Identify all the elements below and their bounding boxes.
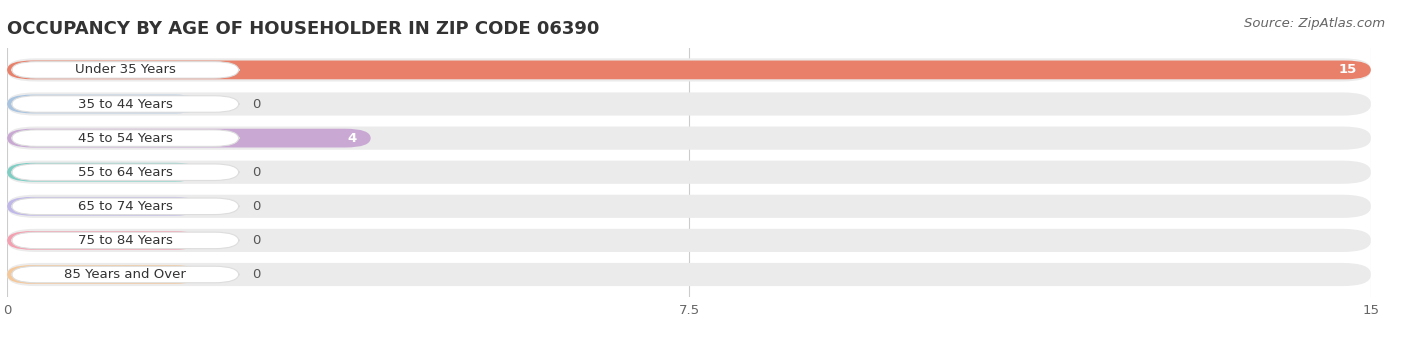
Text: 0: 0	[253, 166, 262, 179]
FancyBboxPatch shape	[7, 229, 1371, 252]
FancyBboxPatch shape	[7, 161, 1371, 184]
Text: Source: ZipAtlas.com: Source: ZipAtlas.com	[1244, 17, 1385, 30]
Text: 0: 0	[253, 234, 262, 247]
FancyBboxPatch shape	[7, 61, 1371, 79]
FancyBboxPatch shape	[11, 198, 239, 214]
Text: 45 to 54 Years: 45 to 54 Years	[77, 132, 173, 145]
Text: 0: 0	[253, 98, 262, 110]
FancyBboxPatch shape	[7, 163, 200, 181]
Text: 0: 0	[253, 200, 262, 213]
FancyBboxPatch shape	[7, 195, 1371, 218]
FancyBboxPatch shape	[11, 232, 239, 249]
FancyBboxPatch shape	[11, 96, 239, 112]
Text: Under 35 Years: Under 35 Years	[75, 63, 176, 76]
FancyBboxPatch shape	[7, 127, 1371, 150]
Text: 85 Years and Over: 85 Years and Over	[65, 268, 186, 281]
FancyBboxPatch shape	[11, 164, 239, 180]
Text: 55 to 64 Years: 55 to 64 Years	[77, 166, 173, 179]
FancyBboxPatch shape	[7, 58, 1371, 81]
FancyBboxPatch shape	[7, 263, 1371, 286]
FancyBboxPatch shape	[7, 265, 200, 284]
Text: 75 to 84 Years: 75 to 84 Years	[77, 234, 173, 247]
FancyBboxPatch shape	[11, 62, 239, 78]
FancyBboxPatch shape	[7, 231, 200, 250]
FancyBboxPatch shape	[7, 129, 371, 147]
Text: 35 to 44 Years: 35 to 44 Years	[77, 98, 173, 110]
Text: 0: 0	[253, 268, 262, 281]
Text: OCCUPANCY BY AGE OF HOUSEHOLDER IN ZIP CODE 06390: OCCUPANCY BY AGE OF HOUSEHOLDER IN ZIP C…	[7, 20, 599, 38]
FancyBboxPatch shape	[11, 130, 239, 146]
Text: 65 to 74 Years: 65 to 74 Years	[77, 200, 173, 213]
FancyBboxPatch shape	[7, 94, 200, 113]
FancyBboxPatch shape	[7, 92, 1371, 116]
Text: 15: 15	[1339, 63, 1357, 76]
FancyBboxPatch shape	[11, 266, 239, 283]
Text: 4: 4	[347, 132, 357, 145]
FancyBboxPatch shape	[7, 197, 200, 216]
